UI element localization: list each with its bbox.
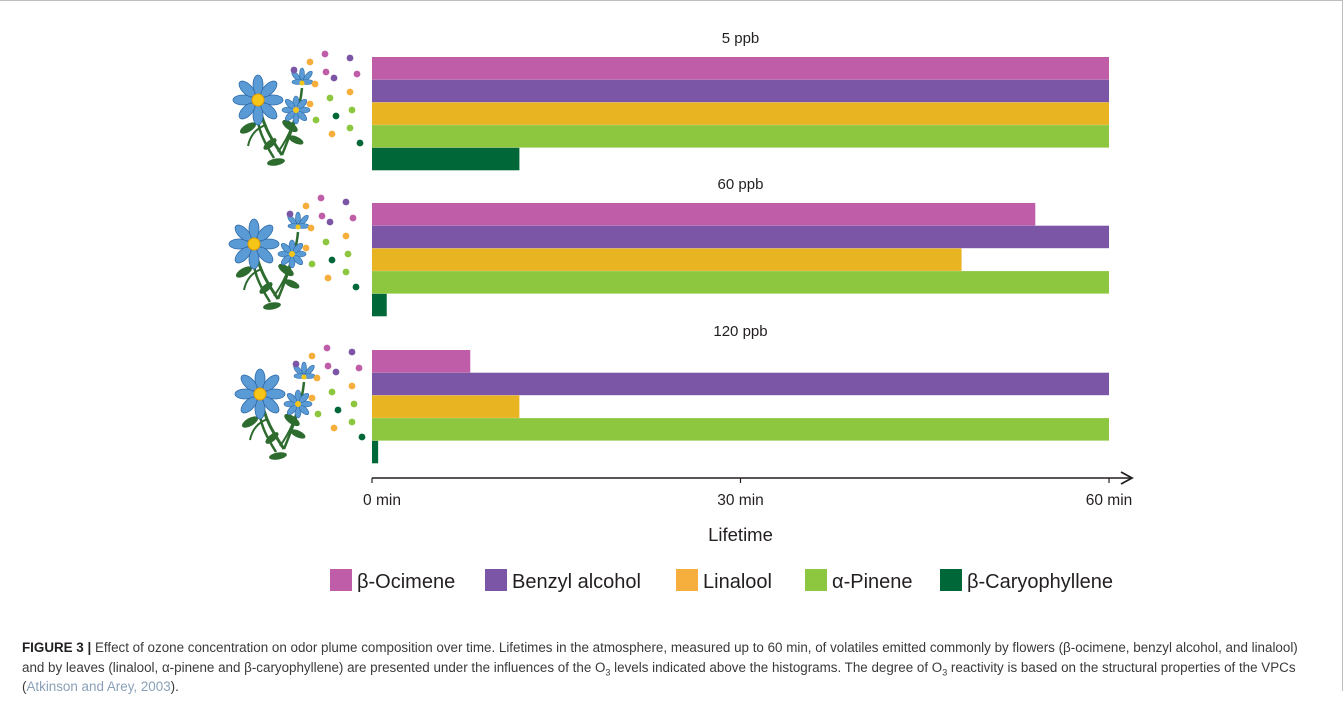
- legend-label: β-Ocimene: [357, 571, 455, 593]
- flower-icon: [231, 49, 365, 169]
- legend-swatch: [485, 569, 507, 591]
- bar: [372, 57, 1109, 80]
- panel-title: 60 ppb: [718, 176, 764, 193]
- flower-icon: [233, 343, 367, 463]
- bar: [372, 440, 379, 464]
- bar: [372, 225, 1109, 249]
- panel-title: 5 ppb: [722, 30, 760, 47]
- bar: [372, 271, 1109, 294]
- bar: [372, 293, 387, 317]
- legend: β-Ocimene Benzyl alcohol Linalool α-Pinene β…: [330, 569, 1113, 593]
- bar: [372, 372, 1109, 396]
- legend-swatch: [940, 569, 962, 591]
- x-axis-label: Lifetime: [708, 524, 773, 545]
- x-tick-label: 30 min: [717, 492, 764, 509]
- legend-swatch: [330, 569, 352, 591]
- figure-frame: [0, 0, 1343, 691]
- legend-swatch: [676, 569, 698, 591]
- panel-title: 120 ppb: [713, 323, 767, 340]
- bar: [372, 418, 1109, 441]
- axis-arrow-icon: [1120, 471, 1134, 485]
- bar: [372, 125, 1109, 148]
- flower-icon: [227, 193, 361, 313]
- bar: [372, 248, 962, 271]
- legend-label: β-Caryophyllene: [967, 571, 1113, 593]
- citation-link[interactable]: Atkinson and Arey, 2003: [26, 679, 171, 694]
- x-tick-label: 60 min: [1086, 492, 1133, 509]
- legend-swatch: [805, 569, 827, 591]
- figure-label: FIGURE 3 |: [22, 640, 92, 655]
- x-tick-label: 0 min: [363, 492, 401, 509]
- bar: [372, 350, 471, 373]
- lifetime-bar-chart: 5 ppb 60 ppb 120 ppb 0 min 30 min 60 min Life…: [227, 30, 1134, 593]
- bar: [372, 147, 520, 171]
- legend-label: α-Pinene: [832, 571, 913, 593]
- figure-caption: FIGURE 3 | Effect of ozone concentration…: [22, 640, 1298, 694]
- legend-label: Benzyl alcohol: [512, 571, 641, 593]
- bar-panels: 5 ppb 60 ppb 120 ppb: [372, 30, 1109, 464]
- bar: [372, 203, 1036, 226]
- bar: [372, 395, 520, 418]
- x-axis: 0 min 30 min 60 min Lifetime: [363, 471, 1134, 545]
- bar: [372, 102, 1109, 125]
- bar: [372, 79, 1109, 103]
- legend-label: Linalool: [703, 571, 772, 593]
